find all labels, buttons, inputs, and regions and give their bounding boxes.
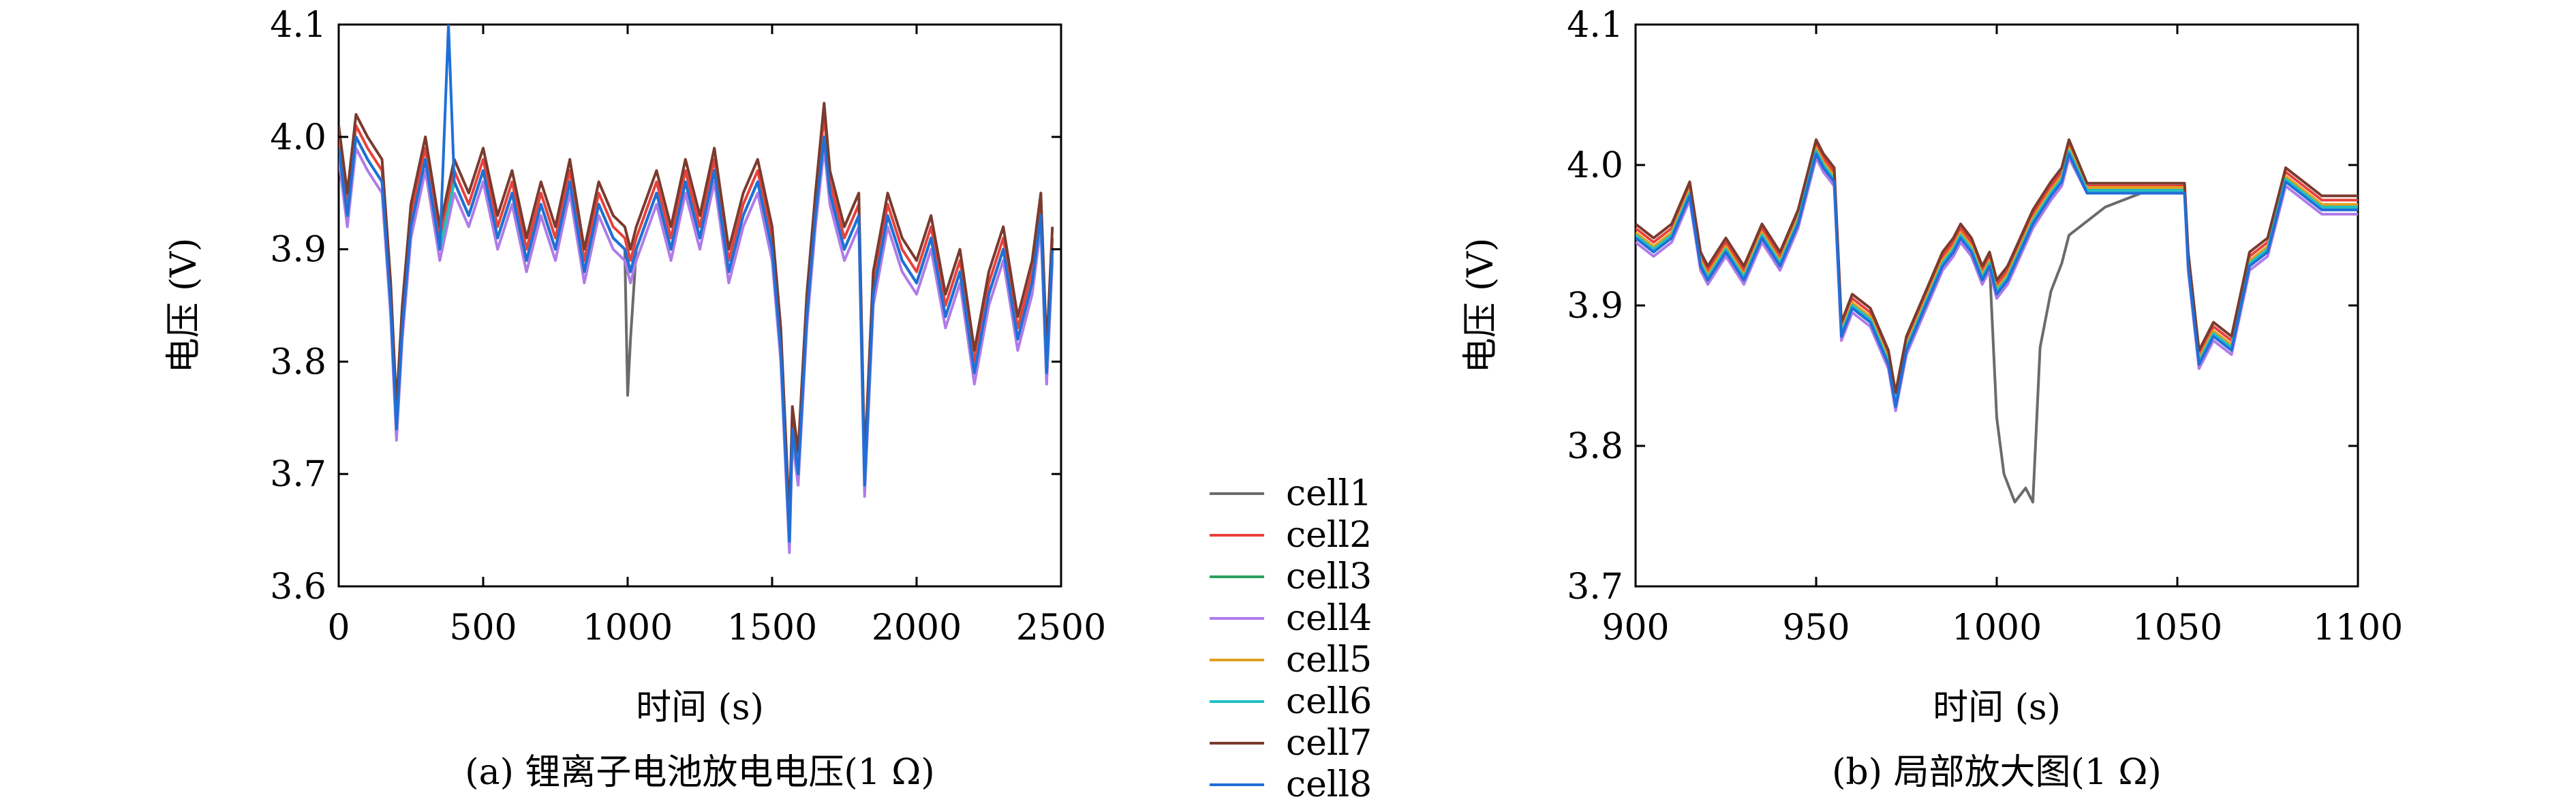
series-line-cell8 xyxy=(1636,152,2358,408)
legend-label: cell2 xyxy=(1286,515,1372,556)
legend-item-cell8: cell8 xyxy=(1210,764,1372,805)
series-lines-b xyxy=(1636,138,2358,504)
x-tick-label: 2000 xyxy=(872,608,962,648)
panel-a: 0 500 1000 1500 2000 2500 3.6 3.7 3.8 3.9 4.0 4.1 时… xyxy=(164,5,1106,793)
x-tick-label: 500 xyxy=(449,608,517,648)
axis-ticks-b: 900 950 1000 1050 1100 3.7 3.8 3.9 4.0 4.1 xyxy=(1567,5,2403,648)
legend-label: cell8 xyxy=(1286,764,1372,805)
plot-frame-a xyxy=(337,23,1062,588)
x-axis-label-a: 时间 (s) xyxy=(636,687,764,728)
legend-label: cell5 xyxy=(1286,640,1372,680)
legend-item-cell1: cell1 xyxy=(1210,473,1372,514)
legend-item-cell5: cell5 xyxy=(1210,640,1372,680)
y-tick-label: 4.0 xyxy=(270,117,326,158)
legend-label: cell1 xyxy=(1286,473,1372,514)
x-tick-label: 1000 xyxy=(1952,608,2042,648)
y-axis-label-a: 电压 (V) xyxy=(164,238,204,374)
x-tick-label: 1050 xyxy=(2132,608,2222,648)
x-tick-label: 0 xyxy=(327,608,350,648)
y-tick-label: 3.8 xyxy=(1567,426,1623,467)
legend-item-cell2: cell2 xyxy=(1210,515,1372,556)
x-tick-label: 1000 xyxy=(583,608,673,648)
legend-item-cell4: cell4 xyxy=(1210,598,1372,639)
y-tick-label: 3.9 xyxy=(270,230,326,271)
legend-item-cell3: cell3 xyxy=(1210,556,1372,597)
legend-item-cell7: cell7 xyxy=(1210,723,1372,764)
caption-a: (a) 锂离子电池放电电压(1 Ω) xyxy=(465,752,934,793)
series-line-cell7 xyxy=(1636,138,2358,394)
legend-label: cell3 xyxy=(1286,556,1372,597)
plot-frame-b xyxy=(1634,23,2359,588)
y-tick-label: 4.0 xyxy=(1567,145,1623,186)
legend-item-cell6: cell6 xyxy=(1210,681,1372,722)
y-tick-label: 3.7 xyxy=(270,454,326,495)
x-tick-label: 2500 xyxy=(1016,608,1106,648)
x-tick-label: 1100 xyxy=(2313,608,2403,648)
y-tick-label: 3.8 xyxy=(270,342,326,382)
y-axis-label-b: 电压 (V) xyxy=(1460,238,1501,374)
series-line-cell8 xyxy=(339,25,1054,543)
x-tick-label: 900 xyxy=(1601,608,1669,648)
series-line-cell1 xyxy=(1636,149,2358,504)
legend-label: cell4 xyxy=(1286,598,1372,639)
y-tick-label: 3.6 xyxy=(270,567,326,608)
x-axis-label-b: 时间 (s) xyxy=(1933,687,2061,728)
y-tick-label: 3.9 xyxy=(1567,286,1623,327)
series-line-cell4 xyxy=(1636,156,2358,412)
x-tick-label: 1500 xyxy=(727,608,817,648)
series-line-cell4 xyxy=(339,147,1054,554)
y-tick-label: 3.7 xyxy=(1567,567,1623,608)
y-tick-label: 4.1 xyxy=(1567,5,1623,46)
legend-label: cell7 xyxy=(1286,723,1372,764)
y-tick-label: 4.1 xyxy=(270,5,326,46)
panel-b: 900 950 1000 1050 1100 3.7 3.8 3.9 4.0 4.1 时间 (s)… xyxy=(1460,5,2403,793)
axis-ticks-a: 0 500 1000 1500 2000 2500 3.6 3.7 3.8 3.9 4.0 4.1 xyxy=(270,5,1106,648)
series-line-cell2 xyxy=(339,112,1054,532)
series-lines-a xyxy=(339,25,1054,554)
x-tick-label: 950 xyxy=(1782,608,1850,648)
caption-b: (b) 局部放大图(1 Ω) xyxy=(1832,752,2162,793)
legend-label: cell6 xyxy=(1286,681,1372,722)
